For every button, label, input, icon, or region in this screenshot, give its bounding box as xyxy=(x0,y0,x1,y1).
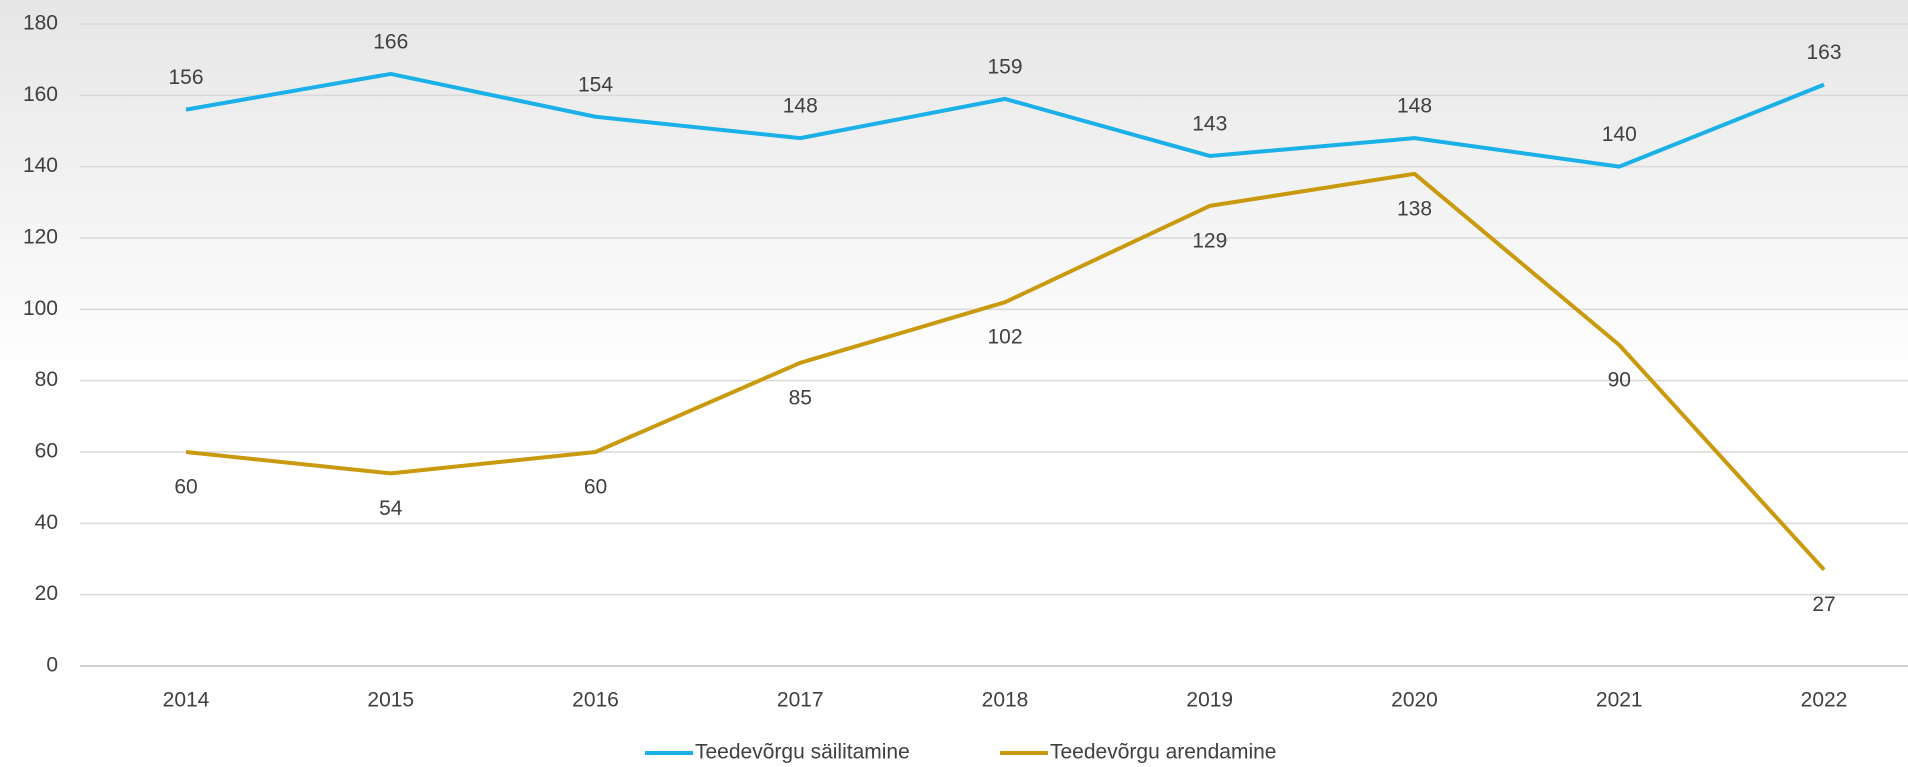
x-tick-label: 2016 xyxy=(572,689,619,712)
data-label: 90 xyxy=(1608,369,1631,392)
x-tick-label: 2015 xyxy=(367,689,414,712)
legend: Teedevõrgu säilitamine Teedevõrgu arendam… xyxy=(645,741,1277,764)
data-label: 129 xyxy=(1192,229,1227,252)
data-label: 154 xyxy=(578,73,613,96)
series-line xyxy=(185,171,1826,572)
data-label: 143 xyxy=(1192,113,1227,136)
y-tick-label: 0 xyxy=(46,654,58,677)
y-tick-label: 40 xyxy=(35,511,58,534)
y-tick-label: 140 xyxy=(23,154,58,177)
data-label: 166 xyxy=(373,30,408,53)
data-label: 148 xyxy=(1397,95,1432,118)
x-tick-label: 2022 xyxy=(1801,689,1848,712)
x-tick-label: 2014 xyxy=(163,689,210,712)
plot-area: 0 20 40 60 80 100 120 140 160 180 2014 2015 2016 2017… xyxy=(23,12,1908,712)
data-label: 138 xyxy=(1397,197,1432,220)
data-label: 156 xyxy=(168,66,203,89)
y-tick-label: 120 xyxy=(23,226,58,249)
y-tick-label: 180 xyxy=(23,12,58,35)
legend-label: Teedevõrgu arendamine xyxy=(1050,741,1277,764)
y-tick-label: 20 xyxy=(35,582,58,605)
data-label: 27 xyxy=(1812,593,1835,616)
data-label: 85 xyxy=(789,386,812,409)
series-line xyxy=(185,71,1825,169)
y-tick-label: 100 xyxy=(23,297,58,320)
data-label: 54 xyxy=(379,497,403,520)
x-tick-label: 2019 xyxy=(1186,689,1233,712)
x-tick-label: 2017 xyxy=(777,689,824,712)
x-tick-label: 2021 xyxy=(1596,689,1643,712)
x-tick-label: 2020 xyxy=(1391,689,1438,712)
y-tick-label: 80 xyxy=(35,368,58,391)
data-label: 159 xyxy=(987,55,1022,78)
data-label: 140 xyxy=(1602,123,1637,146)
data-label: 148 xyxy=(783,95,818,118)
data-label: 60 xyxy=(174,476,197,499)
legend-label: Teedevõrgu säilitamine xyxy=(695,741,910,764)
y-tick-label: 60 xyxy=(35,440,58,463)
data-label: 60 xyxy=(584,476,607,499)
x-tick-label: 2018 xyxy=(982,689,1029,712)
data-label: 163 xyxy=(1806,41,1841,64)
y-tick-label: 160 xyxy=(23,83,58,106)
data-label: 102 xyxy=(987,326,1022,349)
